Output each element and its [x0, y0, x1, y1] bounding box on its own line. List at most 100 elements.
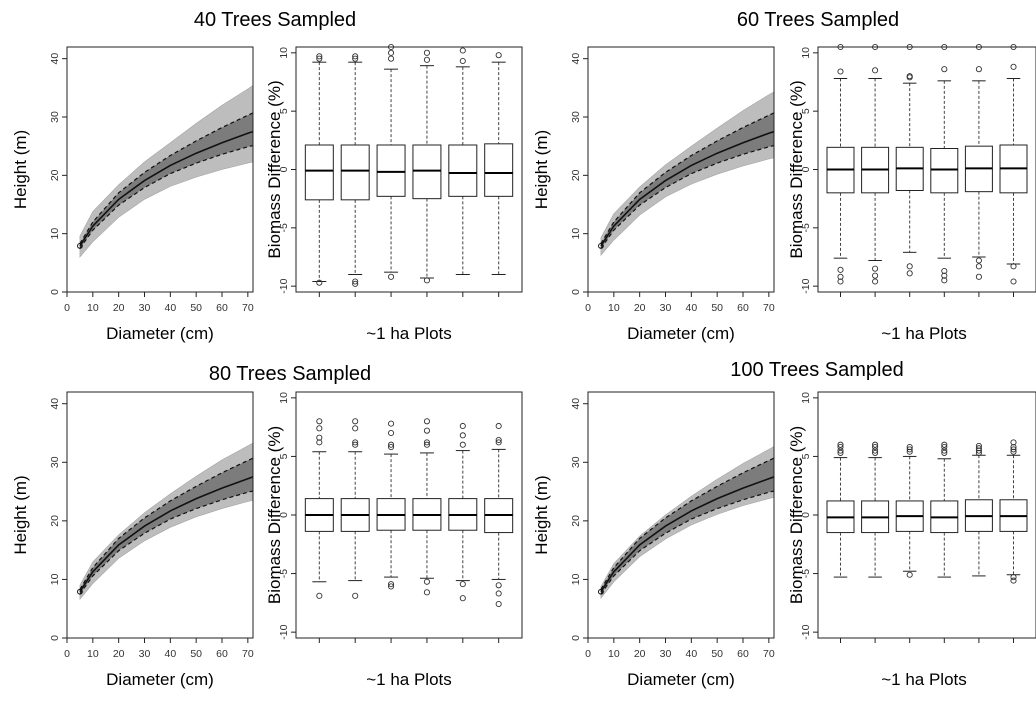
outlier-point — [872, 441, 879, 448]
outlier-point — [495, 590, 502, 597]
y-tick-label: 5 — [278, 108, 290, 114]
box-plot-1 — [826, 441, 855, 578]
x-tick-label: 20 — [113, 648, 125, 660]
curve-fit — [600, 130, 775, 247]
outlier-point — [1010, 577, 1017, 584]
outlier-point — [872, 265, 879, 272]
plot-frame — [66, 391, 254, 639]
outlier-point — [941, 444, 948, 451]
x-axis-label: Diameter (cm) — [627, 324, 735, 343]
outlier-point — [837, 449, 844, 456]
sampled-curves-core — [600, 112, 774, 249]
outlier-point — [388, 581, 395, 588]
box-iqr — [304, 144, 334, 201]
x-tick-label: 70 — [242, 648, 254, 660]
outlier-point — [906, 571, 913, 578]
box-iqr — [412, 144, 442, 200]
x-tick-label: 40 — [164, 302, 176, 314]
outlier-point — [495, 439, 502, 446]
x-tick-label: 0 — [64, 648, 70, 660]
box-iqr — [930, 148, 959, 194]
x-tick-label: 30 — [660, 302, 672, 314]
box-iqr — [376, 144, 406, 197]
box-plot-6 — [484, 52, 514, 275]
y-tick-label: 40 — [49, 398, 61, 410]
outlier-point — [906, 448, 913, 455]
box-plot-6 — [999, 439, 1028, 584]
x-tick-label: 20 — [634, 648, 646, 660]
box-plot-6 — [999, 43, 1028, 285]
curve-lower — [600, 490, 775, 595]
height-diameter-plot: 0 10 20 30 40 50 60 70 0 10 20 30 40 Diameter (cm) Hei… — [532, 46, 775, 343]
outlier-point — [941, 66, 948, 73]
outlier-point — [316, 434, 323, 441]
outlier-point — [352, 418, 359, 425]
outlier-point — [906, 74, 913, 81]
box-plot-4 — [930, 43, 959, 284]
curve-start-point — [77, 588, 83, 595]
y-tick-label: 0 — [800, 166, 812, 172]
x-tick-label: 70 — [242, 302, 254, 314]
outlier-point — [872, 449, 879, 456]
box-plot-1 — [826, 43, 855, 285]
outlier-point — [941, 441, 948, 448]
x-tick-label: 20 — [113, 302, 125, 314]
curve-upper — [600, 112, 775, 244]
curve-upper — [600, 457, 775, 590]
x-tick-label: 60 — [216, 648, 228, 660]
height-diameter-plot: 0 10 20 30 40 50 60 70 0 10 20 30 40 Diameter (cm) Hei… — [11, 46, 254, 343]
panel-title: 80 Trees Sampled — [209, 363, 371, 385]
outlier-point — [352, 53, 359, 60]
y-tick-label: -10 — [800, 624, 812, 639]
box-plot-2 — [861, 441, 890, 578]
box-plot-3 — [895, 43, 924, 277]
outlier-point — [906, 444, 913, 451]
x-axis-label: Diameter (cm) — [106, 324, 214, 343]
outlier-point — [975, 447, 982, 454]
outlier-point — [423, 418, 430, 425]
x-tick-label: 60 — [737, 302, 749, 314]
x-axis-label: ~1 ha Plots — [366, 324, 452, 343]
x-tick-label: 10 — [87, 648, 99, 660]
x-tick-label: 30 — [139, 302, 151, 314]
y-axis-label: Biomass Difference (%) — [265, 426, 284, 604]
outlier-point — [872, 444, 879, 451]
y-tick-label: -5 — [278, 223, 290, 232]
x-tick-label: 50 — [190, 302, 202, 314]
outlier-point — [316, 53, 323, 60]
panel-title: 100 Trees Sampled — [730, 359, 903, 381]
y-tick-label: 20 — [49, 169, 61, 181]
outlier-point — [941, 449, 948, 456]
curve-fit — [79, 130, 254, 247]
curve-fit — [600, 476, 775, 593]
outlier-point — [975, 449, 982, 456]
outlier-point — [906, 263, 913, 270]
outlier-point — [1010, 278, 1017, 285]
height-diameter-plot: 0 10 20 30 40 50 60 70 0 10 20 30 40 Diameter (cm) Hei… — [532, 391, 775, 689]
outlier-point — [975, 66, 982, 73]
outlier-point — [837, 266, 844, 273]
outlier-point — [352, 278, 359, 285]
outlier-point — [352, 441, 359, 448]
box-plot-1 — [304, 418, 334, 599]
outlier-point — [872, 278, 879, 285]
outlier-point — [975, 257, 982, 264]
y-tick-label: 10 — [49, 228, 61, 240]
y-tick-label: -5 — [800, 223, 812, 232]
outlier-point — [975, 273, 982, 280]
biomass-boxplot: -10 -5 0 5 10 ~1 ha Plots Biomass Difference (… — [787, 43, 1036, 343]
y-tick-label: 10 — [800, 392, 812, 404]
outlier-point — [423, 56, 430, 63]
y-tick-label: 30 — [570, 456, 582, 468]
y-axis-label: Height (m) — [532, 475, 551, 554]
outlier-point — [388, 273, 395, 280]
box-plot-4 — [930, 441, 959, 578]
outlier-point — [388, 420, 395, 427]
y-axis-label: Height (m) — [11, 130, 30, 209]
outlier-point — [423, 427, 430, 434]
x-axis-label: Diameter (cm) — [627, 670, 735, 689]
outlier-point — [316, 418, 323, 425]
y-tick-label: 0 — [49, 289, 61, 295]
